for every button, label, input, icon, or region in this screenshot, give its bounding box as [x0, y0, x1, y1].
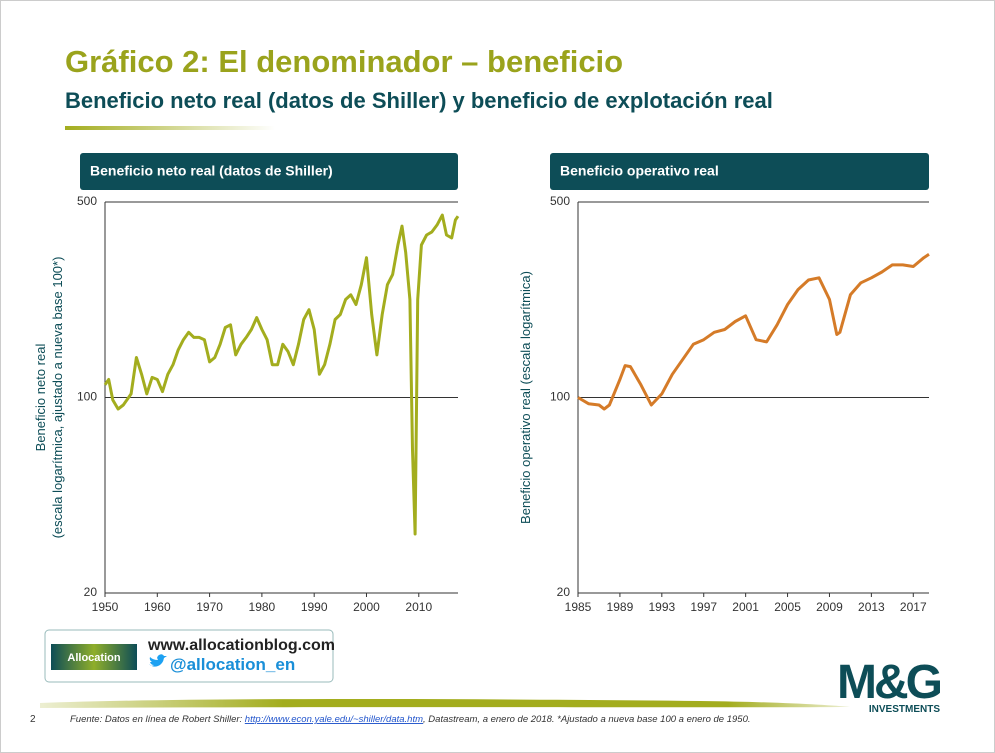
x-tick-label: 1997 [690, 600, 717, 614]
series-line [577, 253, 930, 411]
page-number: 2 [30, 714, 36, 725]
x-tick-label: 1989 [607, 600, 634, 614]
x-tick-label: 1960 [144, 600, 171, 614]
x-tick-label: 2010 [405, 600, 432, 614]
panel-title: Beneficio operativo real [560, 163, 719, 179]
y-tick-label: 500 [550, 194, 570, 208]
brand-sub: INVESTMENTS [869, 704, 940, 715]
y-axis-label: Beneficio operativo real (escala logarít… [518, 271, 533, 524]
brand-logo: M&G [837, 656, 941, 709]
series-line [103, 213, 460, 536]
y-axis-label: (escala logarítmica, ajustado a nueva ba… [50, 257, 65, 539]
blog-url[interactable]: www.allocationblog.com [147, 637, 335, 654]
panel-title: Beneficio neto real (datos de Shiller) [90, 163, 333, 179]
x-tick-label: 2009 [816, 600, 843, 614]
x-tick-label: 1993 [648, 600, 675, 614]
twitter-handle[interactable]: @allocation_en [170, 655, 295, 674]
x-tick-label: 2000 [353, 600, 380, 614]
blog-logo [51, 644, 137, 670]
footer-band [40, 699, 850, 708]
source-link[interactable]: http://www.econ.yale.edu/~shiller/data.h… [245, 714, 423, 725]
x-tick-label: 1980 [249, 600, 276, 614]
x-tick-label: 2005 [774, 600, 801, 614]
subtitle: Beneficio neto real (datos de Shiller) y… [65, 88, 773, 113]
source-suffix: , Datastream, a enero de 2018. *Ajustado… [423, 714, 750, 725]
twitter-icon [149, 654, 167, 667]
x-tick-label: 1970 [196, 600, 223, 614]
y-tick-label: 500 [77, 194, 97, 208]
panel-header [80, 153, 458, 190]
x-tick-label: 1950 [92, 600, 119, 614]
panel-header [550, 153, 929, 190]
source-note: Fuente: Datos en línea de Robert Shiller… [70, 714, 751, 725]
x-tick-label: 1985 [565, 600, 592, 614]
blog-logo-label: Allocation [67, 652, 120, 664]
x-tick-label: 2013 [858, 600, 885, 614]
title: Gráfico 2: El denominador – beneficio [65, 44, 623, 79]
x-tick-label: 2001 [732, 600, 759, 614]
y-tick-label: 100 [550, 390, 570, 404]
x-tick-label: 1990 [301, 600, 328, 614]
source-prefix: Fuente: Datos en línea de Robert Shiller… [70, 714, 245, 725]
y-tick-label: 100 [77, 390, 97, 404]
y-tick-label: 20 [557, 585, 571, 599]
y-tick-label: 20 [84, 585, 98, 599]
title-rule [65, 126, 275, 130]
y-axis-label: Beneficio neto real [33, 344, 48, 452]
x-tick-label: 2017 [900, 600, 927, 614]
